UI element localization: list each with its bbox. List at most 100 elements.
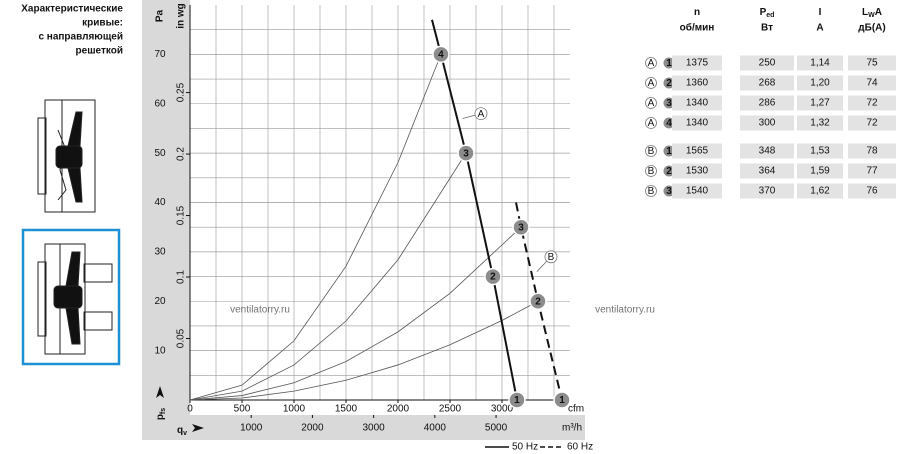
table-cell bbox=[672, 183, 722, 199]
cell-value: 72 bbox=[866, 118, 878, 129]
point-label: 1 bbox=[514, 395, 520, 406]
point-label: 1 bbox=[559, 395, 565, 406]
x-tick-label: 3000 bbox=[491, 404, 514, 415]
watermark: ventilatorry.ru bbox=[595, 305, 655, 316]
x-tick-label: 1500 bbox=[335, 404, 358, 415]
y2-tick-label: 0.2 bbox=[176, 147, 187, 161]
curve-badge bbox=[645, 57, 657, 69]
column-unit: об/мин bbox=[680, 22, 715, 34]
table-cell bbox=[848, 55, 896, 71]
point-label: 3 bbox=[666, 186, 672, 197]
operating-point bbox=[553, 391, 571, 409]
x2-tick-label: 2000 bbox=[301, 423, 324, 434]
curve-badge bbox=[645, 185, 657, 197]
x2-tick-label: 1000 bbox=[240, 423, 263, 434]
point-label: 3 bbox=[666, 98, 672, 109]
curve-badge bbox=[645, 145, 657, 157]
point-label: 4 bbox=[438, 50, 444, 61]
point-badge bbox=[663, 145, 675, 157]
table-cell bbox=[797, 163, 843, 179]
plot-background bbox=[190, 0, 585, 415]
cell-value: 1530 bbox=[686, 166, 709, 177]
point-badge bbox=[663, 77, 675, 89]
table-cell bbox=[740, 183, 794, 199]
curve-label: B bbox=[648, 166, 655, 177]
cell-value: 286 bbox=[759, 98, 776, 109]
text-part: q bbox=[177, 425, 183, 436]
table-cell bbox=[848, 115, 896, 131]
point-badge bbox=[663, 117, 675, 129]
x2-tick-label: 5000 bbox=[485, 423, 508, 434]
table-cell bbox=[740, 75, 794, 91]
arrow bbox=[156, 386, 164, 398]
text-part: fs bbox=[160, 408, 167, 414]
text-part: L bbox=[862, 7, 868, 18]
cell-value: 348 bbox=[759, 146, 776, 157]
legend-label: 50 Hz bbox=[512, 442, 538, 453]
point-label: 1 bbox=[666, 58, 672, 69]
table-cell bbox=[848, 183, 896, 199]
table-cell bbox=[672, 55, 722, 71]
y-tick-label: 10 bbox=[154, 345, 166, 356]
watermark: ventilatorry.ru bbox=[230, 305, 290, 316]
fan-curve bbox=[515, 202, 563, 401]
cell-value: 268 bbox=[759, 78, 776, 89]
table-cell bbox=[797, 143, 843, 159]
cell-value: 1,14 bbox=[810, 58, 830, 69]
y-tick-label: 50 bbox=[154, 148, 166, 159]
cell-value: 75 bbox=[866, 58, 878, 69]
y-tick-label: 30 bbox=[154, 247, 166, 258]
point-label: 3 bbox=[518, 222, 524, 233]
y2-tick-label: 0.1 bbox=[176, 270, 187, 284]
y-tick-label: 60 bbox=[154, 98, 166, 109]
y-symbol: pfs bbox=[155, 408, 167, 420]
cell-value: 74 bbox=[866, 78, 878, 89]
curve-label: A bbox=[648, 58, 655, 69]
x-tick-label: 2500 bbox=[439, 404, 462, 415]
cell-value: 76 bbox=[866, 186, 878, 197]
text-part: P bbox=[760, 7, 767, 18]
point-label: 4 bbox=[666, 118, 672, 129]
system-curve bbox=[189, 54, 442, 401]
curve-label: B bbox=[648, 186, 655, 197]
system-curve bbox=[189, 152, 467, 401]
cell-value: 370 bbox=[759, 186, 776, 197]
point-label: 3 bbox=[463, 148, 469, 159]
table-cell bbox=[740, 163, 794, 179]
table-cell bbox=[740, 115, 794, 131]
text-part: A bbox=[875, 7, 882, 18]
cell-value: 78 bbox=[866, 146, 878, 157]
operating-point bbox=[432, 45, 450, 64]
table-cell bbox=[672, 163, 722, 179]
y-tick-label: 70 bbox=[154, 49, 166, 60]
system-curve bbox=[189, 300, 539, 401]
cell-value: 1,32 bbox=[810, 118, 830, 129]
curve-label: A bbox=[648, 78, 655, 89]
text-part: v bbox=[183, 430, 187, 437]
legend-label: 60 Hz bbox=[567, 442, 593, 453]
y2-tick-label: 0.15 bbox=[176, 205, 187, 225]
point-label: 2 bbox=[666, 78, 672, 89]
curve-badge bbox=[645, 77, 657, 89]
point-label: 2 bbox=[535, 296, 541, 307]
column-unit: дБ(A) bbox=[858, 23, 885, 34]
table-cell bbox=[848, 75, 896, 91]
point-badge bbox=[663, 185, 675, 197]
table-cell bbox=[848, 143, 896, 159]
sidebar-title: решеткой bbox=[76, 46, 123, 57]
curve-badge bbox=[645, 97, 657, 109]
cell-value: 1340 bbox=[686, 118, 709, 129]
table-cell bbox=[797, 55, 843, 71]
cell-value: 72 bbox=[866, 98, 878, 109]
table-cell bbox=[672, 115, 722, 131]
x-tick-label: 2000 bbox=[387, 404, 410, 415]
curve-label: A bbox=[648, 118, 655, 129]
sidebar-title: Характеристические bbox=[21, 4, 123, 15]
table-cell bbox=[797, 75, 843, 91]
sidebar-title: кривые: bbox=[82, 18, 123, 29]
table-cell bbox=[672, 95, 722, 111]
point-label: 1 bbox=[666, 146, 672, 157]
table-cell bbox=[797, 115, 843, 131]
table-cell bbox=[740, 55, 794, 71]
